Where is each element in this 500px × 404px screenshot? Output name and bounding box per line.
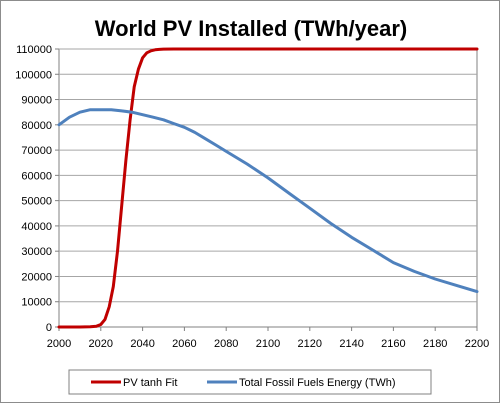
x-tick-label: 2180 [423,338,447,350]
x-tick-label: 2000 [47,338,71,350]
y-tick-label: 80000 [21,120,52,132]
plot-area [58,48,478,328]
y-tick-label: 70000 [21,145,52,157]
y-tick-label: 90000 [21,95,52,107]
y-tick-label: 0 [46,322,52,334]
x-tick-label: 2100 [256,338,280,350]
chart-title: World PV Installed (TWh/year) [95,16,408,41]
grid-lines [59,48,477,303]
x-tick-label: 2080 [214,338,238,350]
x-tick-label: 2060 [172,338,196,350]
legend-label-fossil: Total Fossil Fuels Energy (TWh) [239,377,395,389]
series-line-fossil [57,108,479,294]
y-tick-label: 100000 [15,69,52,81]
series-line-pv [57,47,479,329]
y-tick-label: 20000 [21,271,52,283]
legend: PV tanh Fit Total Fossil Fuels Energy (T… [68,369,432,395]
series-lines [57,47,479,329]
x-tick-label: 2140 [339,338,363,350]
y-tick-label: 40000 [21,221,52,233]
y-tick-label: 50000 [21,196,52,208]
x-tick-label: 2200 [465,338,489,350]
legend-box [68,369,432,395]
y-tick-label: 10000 [21,297,52,309]
y-axis: 0 10000 20000 30000 40000 50000 60000 70000 8000… [15,44,59,334]
x-tick-label: 2020 [89,338,113,350]
y-tick-label: 30000 [21,246,52,258]
legend-label-pv: PV tanh Fit [123,377,177,389]
x-tick-label: 2040 [130,338,154,350]
x-tick-label: 2160 [381,338,405,350]
y-tick-label: 110000 [16,44,52,56]
x-axis: 2000 2020 2040 2060 2080 2100 2120 2140 2160 2180… [47,327,489,350]
x-tick-label: 2120 [298,338,322,350]
y-tick-label: 60000 [21,170,52,182]
